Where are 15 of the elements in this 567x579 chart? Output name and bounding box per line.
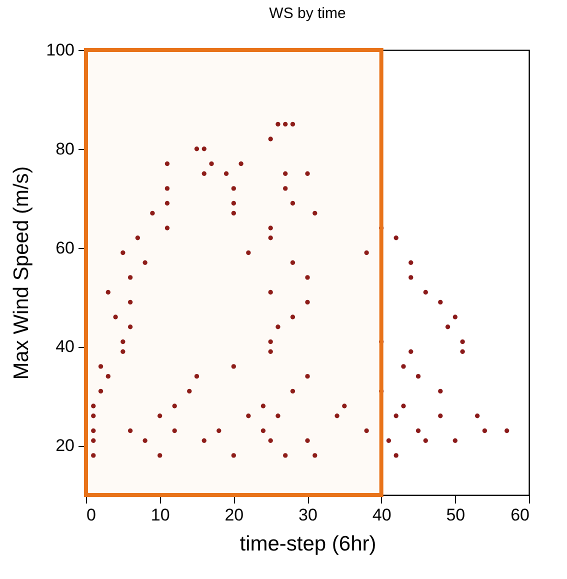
x-axis-title: time-step (6hr) bbox=[240, 532, 376, 556]
y-tick-label: 60 bbox=[56, 238, 74, 258]
y-tick-label: 80 bbox=[56, 139, 74, 158]
x-tick-label: 0 bbox=[86, 506, 96, 524]
x-tick-label: 50 bbox=[446, 506, 466, 524]
chart-title: WS by time bbox=[269, 5, 346, 22]
x-tick-label: 30 bbox=[298, 506, 318, 524]
y-tick-label: 100 bbox=[46, 40, 74, 60]
x-tick-label: 20 bbox=[224, 506, 244, 524]
x-tick-label: 40 bbox=[372, 506, 392, 524]
x-tick-label: 10 bbox=[150, 506, 170, 524]
y-axis-title: Max Wind Speed (m/s) bbox=[10, 166, 34, 380]
y-tick-label: 20 bbox=[56, 436, 74, 456]
x-tick-label: 60 bbox=[510, 506, 530, 524]
y-tick-label: 40 bbox=[56, 337, 74, 356]
